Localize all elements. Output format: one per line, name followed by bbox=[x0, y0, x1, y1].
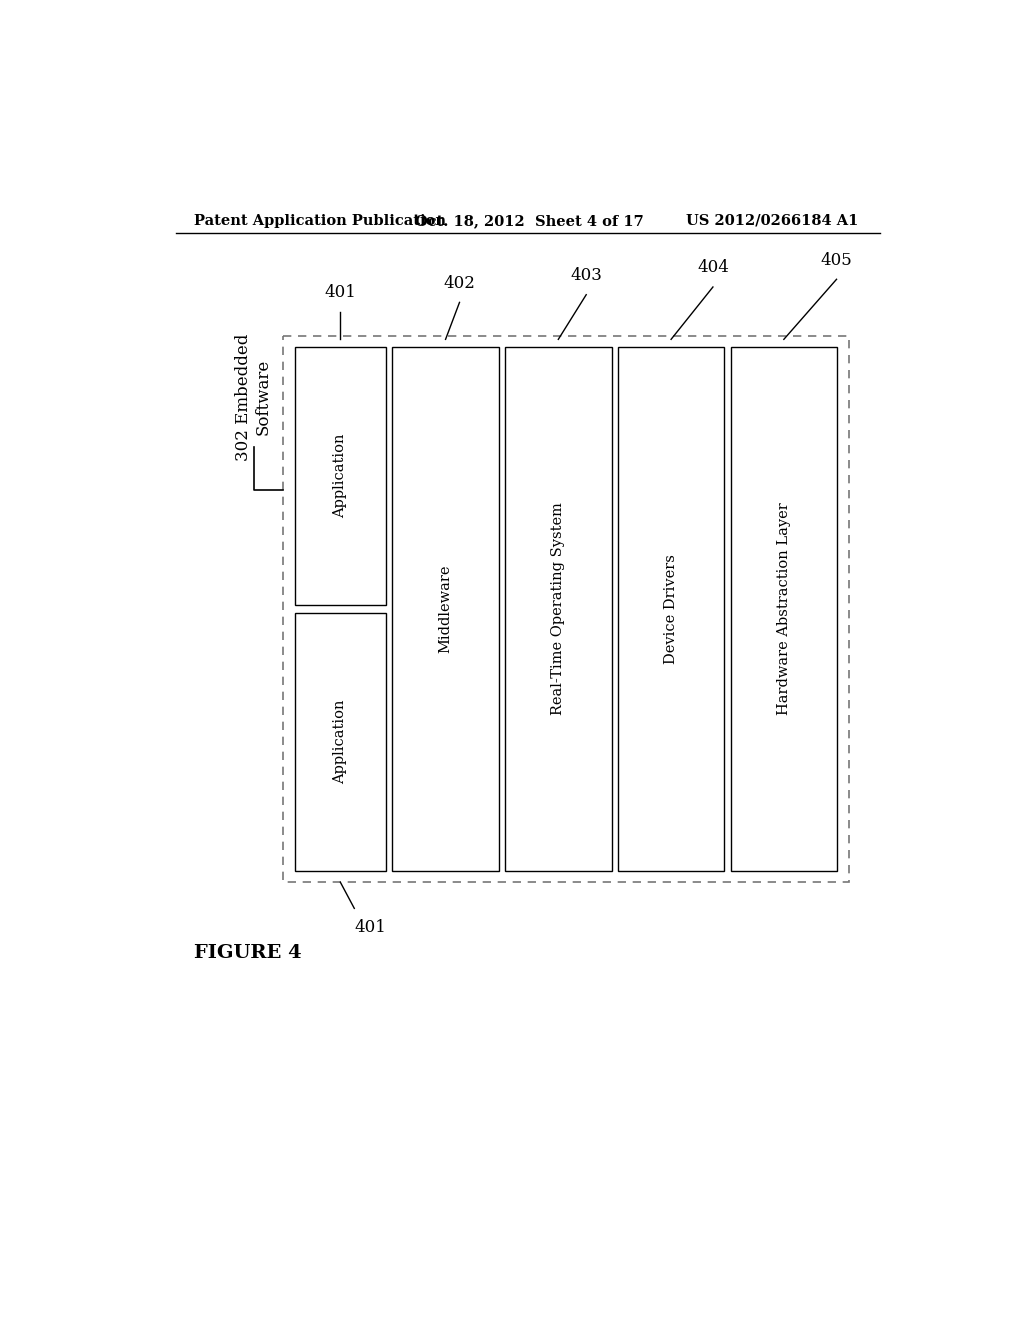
Text: Device Drivers: Device Drivers bbox=[665, 554, 678, 664]
Bar bbox=[505, 347, 611, 871]
Text: FIGURE 4: FIGURE 4 bbox=[194, 944, 301, 962]
Bar bbox=[295, 347, 386, 605]
Text: US 2012/0266184 A1: US 2012/0266184 A1 bbox=[686, 214, 858, 228]
Text: 402: 402 bbox=[443, 275, 475, 292]
Bar bbox=[730, 347, 838, 871]
Text: Patent Application Publication: Patent Application Publication bbox=[194, 214, 445, 228]
Text: 404: 404 bbox=[697, 259, 729, 276]
Text: Hardware Abstraction Layer: Hardware Abstraction Layer bbox=[777, 503, 791, 715]
Text: Application: Application bbox=[334, 434, 347, 519]
Text: Oct. 18, 2012  Sheet 4 of 17: Oct. 18, 2012 Sheet 4 of 17 bbox=[415, 214, 643, 228]
Bar bbox=[283, 335, 849, 882]
Text: 401: 401 bbox=[325, 284, 356, 301]
Text: Middleware: Middleware bbox=[438, 565, 453, 653]
Bar bbox=[392, 347, 499, 871]
Text: 405: 405 bbox=[820, 252, 852, 268]
Text: Application: Application bbox=[334, 700, 347, 784]
Text: 403: 403 bbox=[570, 267, 602, 284]
Text: Real-Time Operating System: Real-Time Operating System bbox=[551, 503, 565, 715]
Bar bbox=[617, 347, 724, 871]
Text: 302 Embedded
Software: 302 Embedded Software bbox=[236, 334, 271, 461]
Bar bbox=[295, 612, 386, 871]
Text: 401: 401 bbox=[354, 919, 386, 936]
